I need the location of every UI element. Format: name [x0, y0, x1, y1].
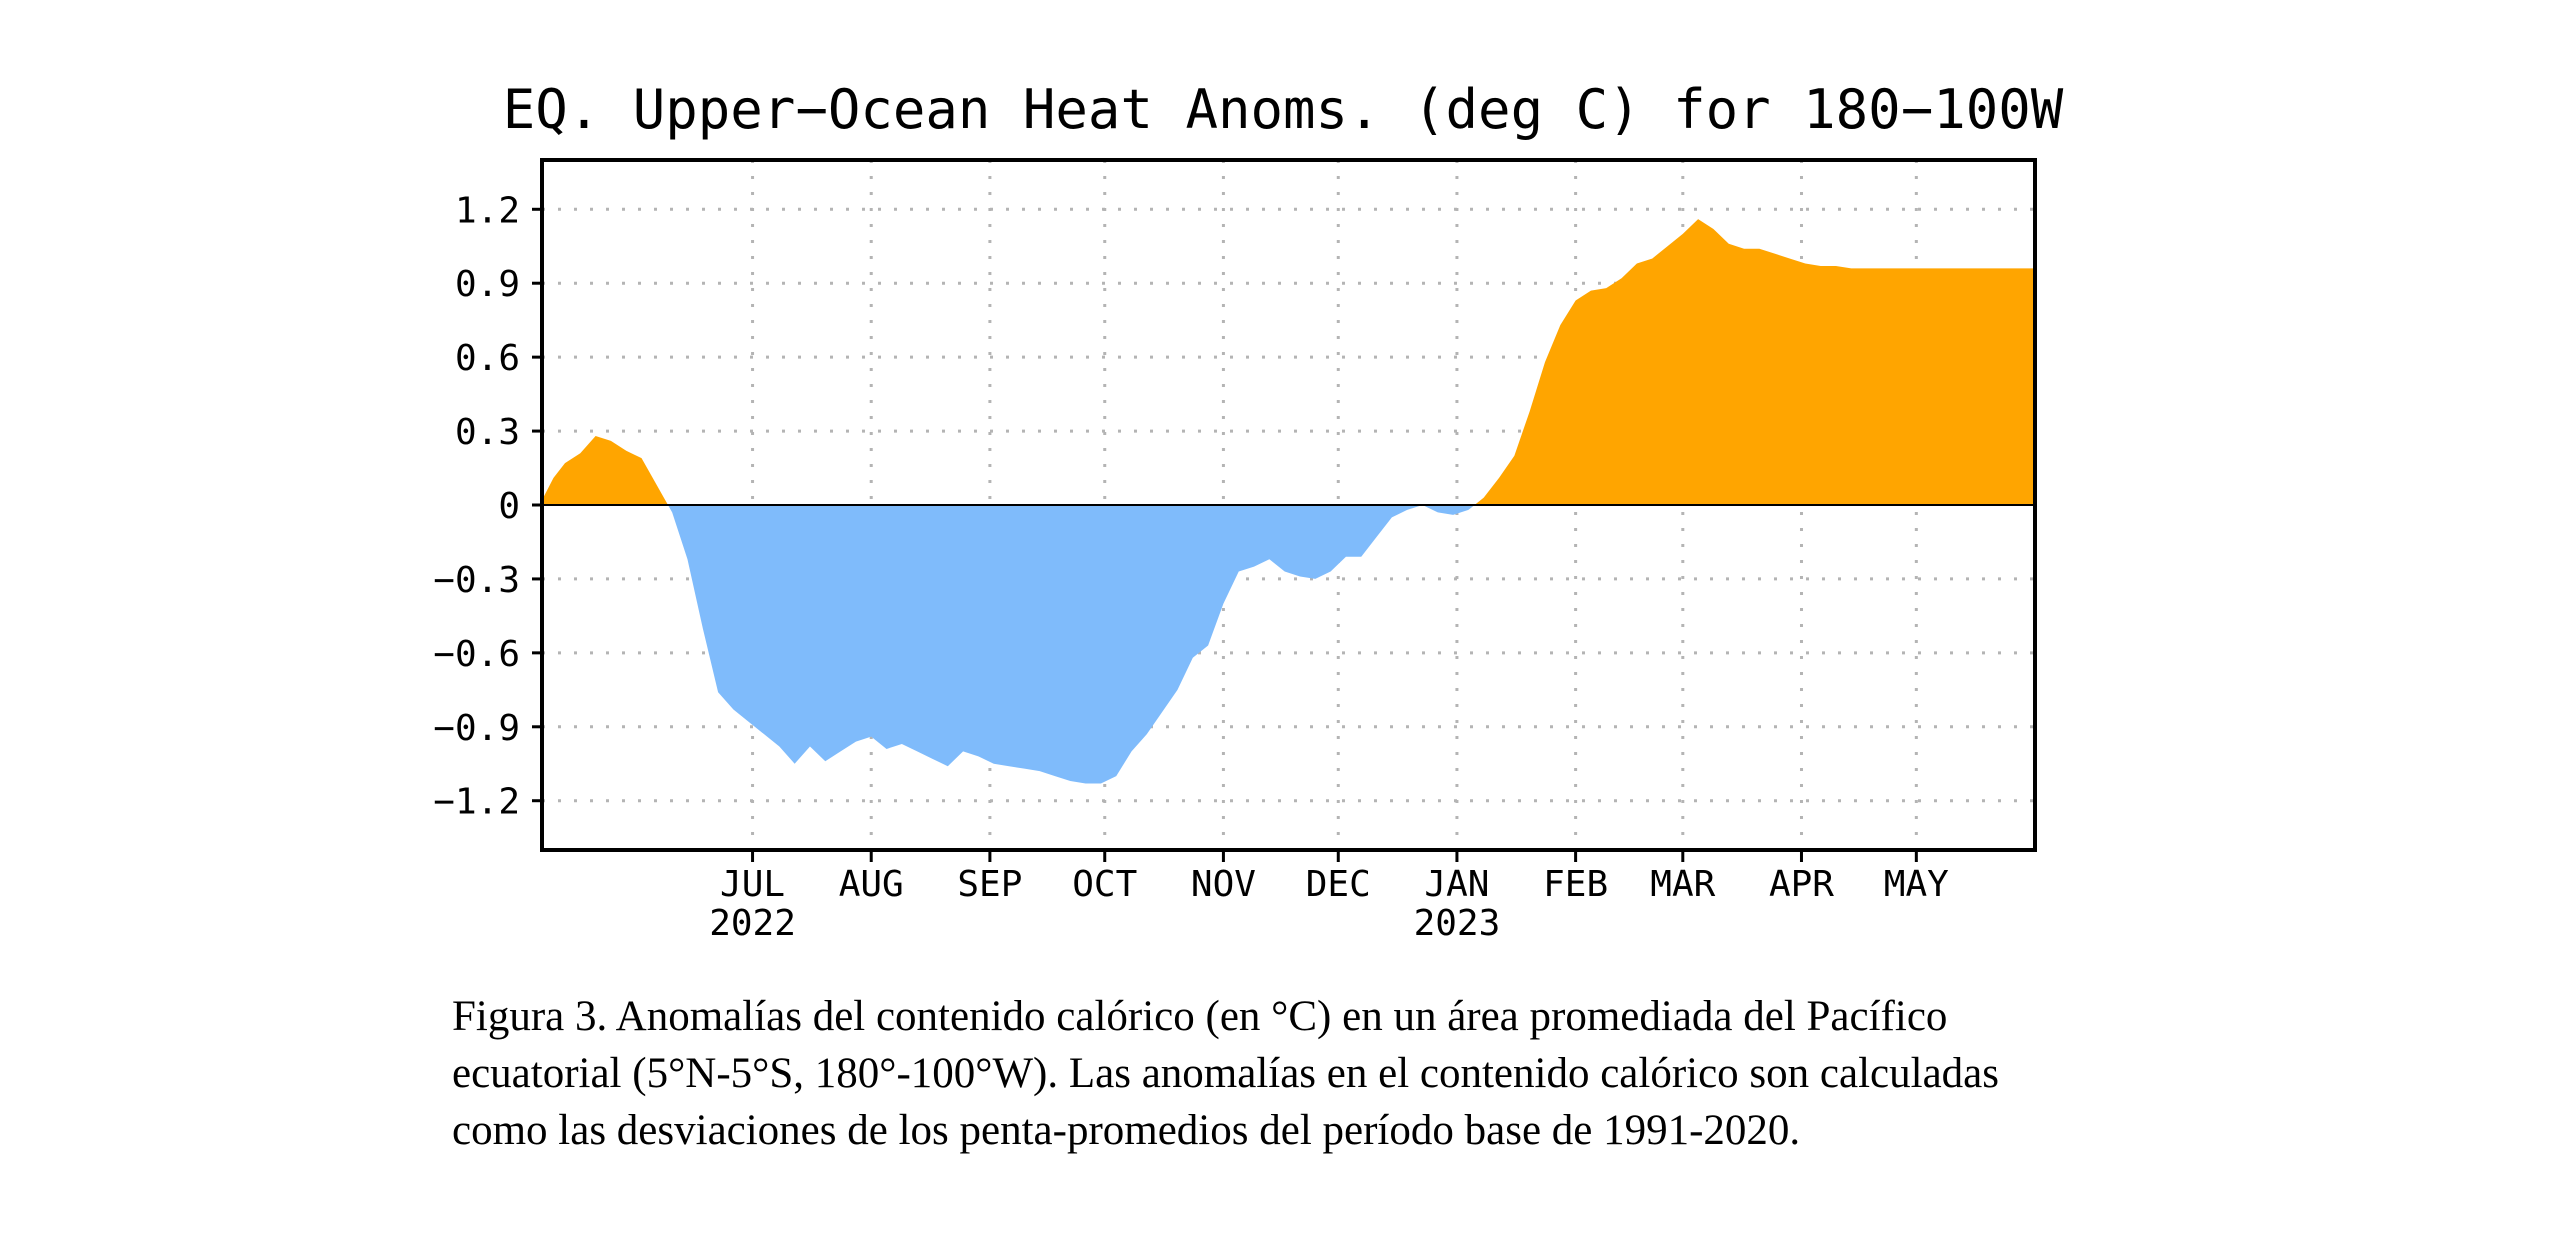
y-tick-label: 0 [498, 486, 520, 527]
y-tick-label: 0.9 [455, 264, 520, 305]
x-tick-year-label: 2023 [1414, 903, 1501, 944]
caption-line-1: Figura 3. Anomalías del contenido calóri… [452, 993, 1948, 1040]
x-tick-label: MAY [1884, 864, 1949, 905]
heat-anomaly-chart: EQ. Upper−Ocean Heat Anoms. (deg C) for … [433, 78, 2064, 944]
y-tick-label: 0.3 [455, 412, 520, 453]
positive-anomaly-area [542, 219, 2035, 505]
y-tick-labels: 1.2 0.9 0.6 0.3 0 −0.3 −0.6 −0.9 −1.2 [433, 190, 542, 823]
caption-line-3: como las desviaciones de los penta-prome… [452, 1107, 1801, 1154]
x-tick-label: FEB [1543, 864, 1608, 905]
y-tick-label: 1.2 [455, 190, 520, 231]
x-tick-label: OCT [1072, 864, 1137, 905]
x-tick-label: NOV [1191, 864, 1256, 905]
anomaly-area [542, 219, 2035, 784]
y-tick-label: −0.3 [433, 560, 520, 601]
y-tick-label: −0.9 [433, 708, 520, 749]
x-tick-label: JUL [720, 864, 785, 905]
negative-anomaly-area [542, 505, 2035, 784]
axes [540, 158, 2037, 852]
x-tick-label: SEP [957, 864, 1022, 905]
chart-title: EQ. Upper−Ocean Heat Anoms. (deg C) for … [503, 78, 2064, 141]
caption-line-2: ecuatorial (5°N-5°S, 180°-100°W). Las an… [452, 1050, 1999, 1097]
y-tick-label: −1.2 [433, 782, 520, 823]
x-tick-label: DEC [1306, 864, 1371, 905]
x-tick-label: JAN [1424, 864, 1489, 905]
x-tick-label: APR [1769, 864, 1834, 905]
x-tick-year-label: 2022 [709, 903, 796, 944]
figure-caption: Figura 3. Anomalías del contenido calóri… [452, 988, 2352, 1159]
x-tick-label: MAR [1650, 864, 1715, 905]
y-tick-label: 0.6 [455, 338, 520, 379]
x-tick-label: AUG [839, 864, 904, 905]
y-tick-label: −0.6 [433, 634, 520, 675]
